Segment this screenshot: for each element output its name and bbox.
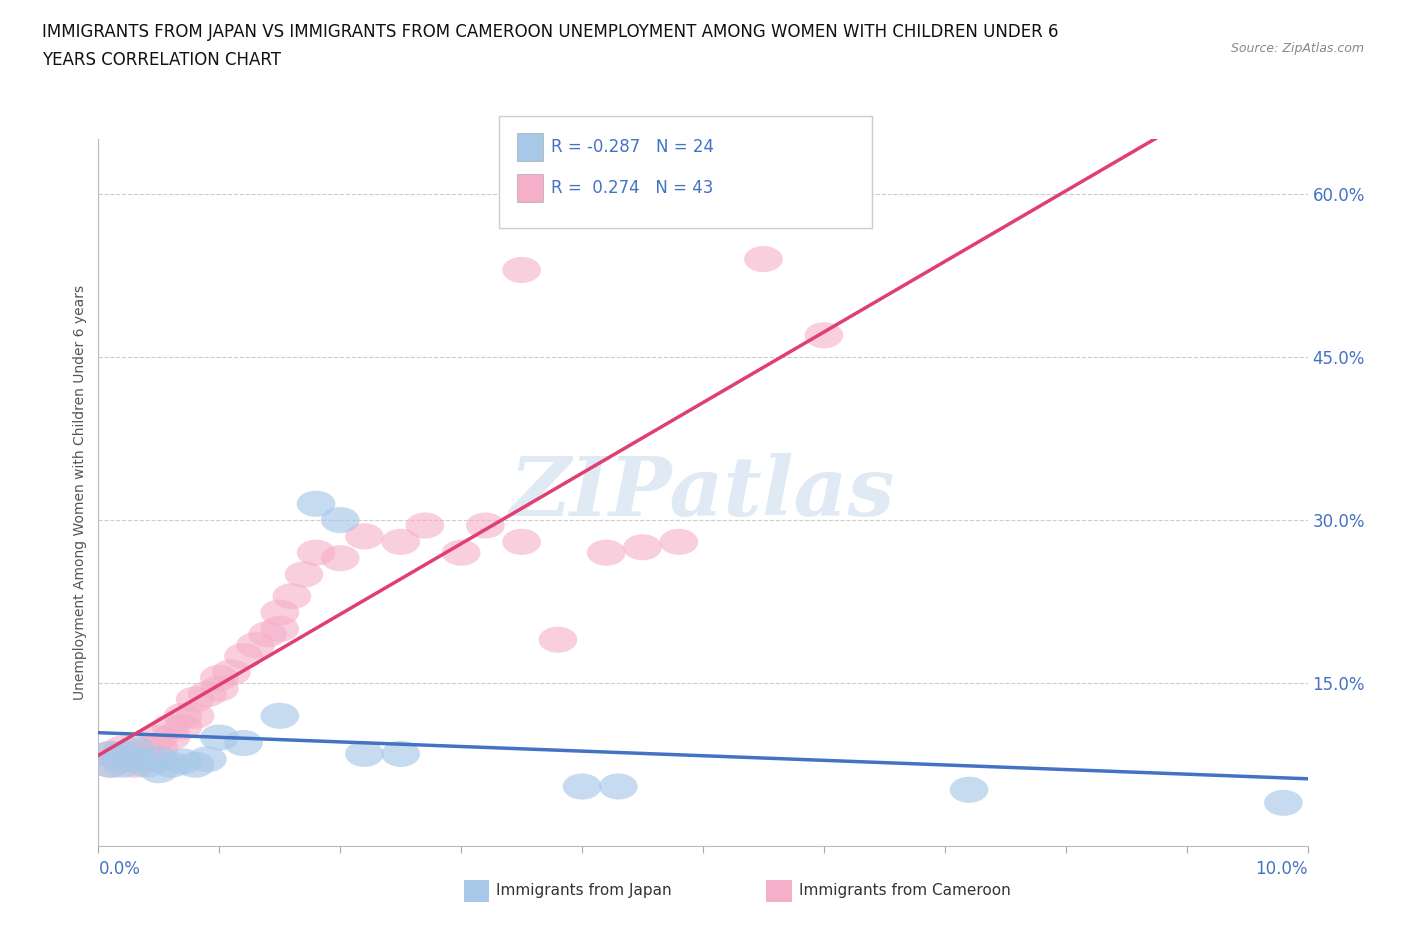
Ellipse shape: [163, 713, 202, 739]
Ellipse shape: [212, 659, 250, 685]
Text: R =  0.274   N = 43: R = 0.274 N = 43: [551, 179, 713, 197]
Ellipse shape: [949, 777, 988, 803]
Ellipse shape: [91, 741, 129, 767]
Ellipse shape: [273, 583, 311, 609]
Ellipse shape: [176, 686, 215, 712]
Ellipse shape: [538, 627, 578, 653]
Text: ZIPatlas: ZIPatlas: [510, 453, 896, 533]
Ellipse shape: [249, 621, 287, 647]
Ellipse shape: [200, 724, 239, 751]
Ellipse shape: [224, 643, 263, 669]
Ellipse shape: [804, 322, 844, 348]
Ellipse shape: [224, 730, 263, 756]
Ellipse shape: [128, 736, 166, 762]
Ellipse shape: [91, 751, 129, 777]
Ellipse shape: [381, 529, 420, 555]
Y-axis label: Unemployment Among Women with Children Under 6 years: Unemployment Among Women with Children U…: [73, 286, 87, 700]
Ellipse shape: [91, 741, 129, 767]
Ellipse shape: [103, 746, 142, 772]
Ellipse shape: [188, 681, 226, 707]
Ellipse shape: [405, 512, 444, 538]
Ellipse shape: [103, 741, 142, 767]
Ellipse shape: [200, 665, 239, 691]
Ellipse shape: [344, 741, 384, 767]
Ellipse shape: [103, 736, 142, 762]
Text: Source: ZipAtlas.com: Source: ZipAtlas.com: [1230, 42, 1364, 55]
Ellipse shape: [321, 507, 360, 533]
Ellipse shape: [321, 545, 360, 571]
Ellipse shape: [1264, 790, 1303, 816]
Text: IMMIGRANTS FROM JAPAN VS IMMIGRANTS FROM CAMEROON UNEMPLOYMENT AMONG WOMEN WITH : IMMIGRANTS FROM JAPAN VS IMMIGRANTS FROM…: [42, 23, 1059, 41]
Ellipse shape: [344, 524, 384, 550]
Ellipse shape: [128, 751, 166, 777]
Ellipse shape: [139, 746, 179, 772]
Ellipse shape: [115, 741, 155, 767]
Ellipse shape: [465, 512, 505, 538]
Ellipse shape: [152, 751, 190, 777]
Ellipse shape: [297, 539, 336, 565]
Ellipse shape: [200, 675, 239, 701]
Ellipse shape: [441, 539, 481, 565]
Ellipse shape: [176, 703, 215, 729]
Ellipse shape: [562, 774, 602, 800]
Ellipse shape: [297, 491, 336, 517]
Ellipse shape: [139, 757, 179, 783]
Ellipse shape: [163, 703, 202, 729]
Text: R = -0.287   N = 24: R = -0.287 N = 24: [551, 138, 714, 156]
Ellipse shape: [659, 529, 699, 555]
Ellipse shape: [139, 724, 179, 751]
Ellipse shape: [139, 746, 179, 772]
Ellipse shape: [139, 736, 179, 762]
Ellipse shape: [152, 724, 190, 751]
Text: 0.0%: 0.0%: [98, 860, 141, 878]
Ellipse shape: [163, 749, 202, 775]
Ellipse shape: [176, 751, 215, 777]
Ellipse shape: [91, 751, 129, 777]
Ellipse shape: [502, 529, 541, 555]
Text: Immigrants from Japan: Immigrants from Japan: [496, 884, 672, 898]
Ellipse shape: [260, 616, 299, 642]
Ellipse shape: [152, 713, 190, 739]
Ellipse shape: [586, 539, 626, 565]
Ellipse shape: [236, 632, 276, 658]
Ellipse shape: [599, 774, 638, 800]
Ellipse shape: [381, 741, 420, 767]
Ellipse shape: [284, 562, 323, 588]
Ellipse shape: [115, 746, 155, 772]
Ellipse shape: [103, 751, 142, 777]
Ellipse shape: [502, 257, 541, 283]
Ellipse shape: [115, 751, 155, 777]
Ellipse shape: [260, 600, 299, 626]
Ellipse shape: [188, 746, 226, 772]
Ellipse shape: [260, 703, 299, 729]
Ellipse shape: [115, 736, 155, 762]
Text: Immigrants from Cameroon: Immigrants from Cameroon: [799, 884, 1011, 898]
Ellipse shape: [744, 246, 783, 272]
Ellipse shape: [623, 534, 662, 560]
Text: 10.0%: 10.0%: [1256, 860, 1308, 878]
Ellipse shape: [128, 746, 166, 772]
Text: YEARS CORRELATION CHART: YEARS CORRELATION CHART: [42, 51, 281, 69]
